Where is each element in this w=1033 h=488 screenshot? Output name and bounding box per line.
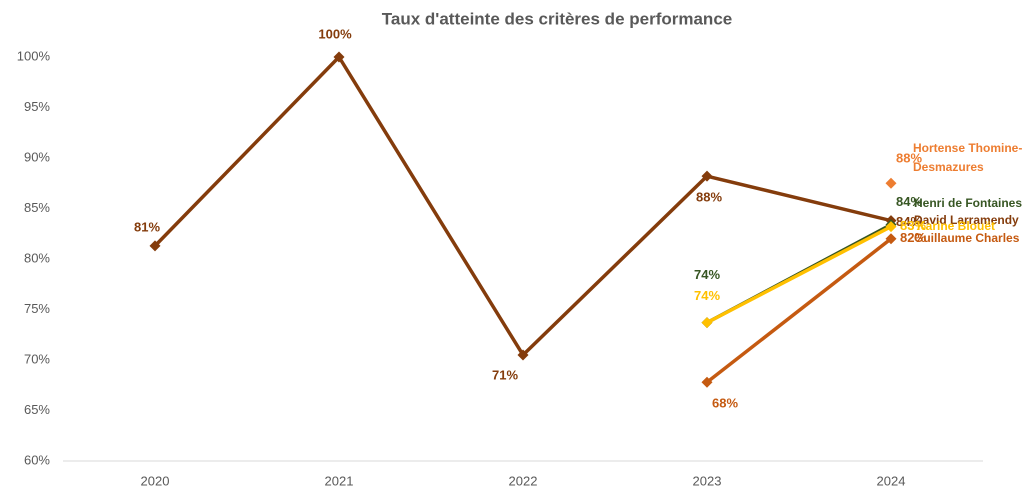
y-tick-label: 70% bbox=[24, 351, 50, 366]
x-tick-label: 2024 bbox=[877, 473, 906, 488]
y-tick-label: 90% bbox=[24, 149, 50, 164]
series-name-label: Guillaume Charles bbox=[914, 231, 1020, 245]
series-name-label: Hortense Thomine-Desmazures bbox=[913, 141, 1023, 174]
data-point bbox=[885, 177, 897, 189]
data-label: 100% bbox=[318, 26, 352, 41]
series-name-label: Karine Blouët bbox=[917, 219, 995, 233]
data-label: 88% bbox=[896, 151, 922, 166]
data-point bbox=[149, 240, 161, 252]
series-name-label: David Larramendy bbox=[914, 213, 1019, 227]
data-point bbox=[517, 349, 529, 361]
y-tick-label: 95% bbox=[24, 99, 50, 114]
data-label: 84% bbox=[896, 194, 922, 209]
y-tick-label: 80% bbox=[24, 250, 50, 265]
data-point bbox=[333, 51, 345, 63]
series-name-label: Henri de Fontaines bbox=[914, 196, 1022, 210]
x-tick-label: 2021 bbox=[325, 473, 354, 488]
data-point bbox=[701, 170, 713, 182]
data-label: 82% bbox=[900, 230, 926, 245]
chart-title: Taux d'atteinte des critères de performa… bbox=[382, 9, 732, 28]
y-tick-label: 100% bbox=[17, 48, 51, 63]
y-tick-label: 75% bbox=[24, 301, 50, 316]
y-tick-label: 65% bbox=[24, 402, 50, 417]
y-tick-label: 85% bbox=[24, 200, 50, 215]
data-label: 88% bbox=[696, 190, 722, 205]
x-tick-label: 2022 bbox=[509, 473, 538, 488]
data-point bbox=[701, 317, 713, 329]
series-line bbox=[705, 237, 893, 384]
data-label: 71% bbox=[492, 367, 518, 382]
data-label: 68% bbox=[712, 396, 738, 411]
data-label: 83% bbox=[900, 218, 926, 233]
y-tick-label: 60% bbox=[24, 452, 50, 467]
x-tick-label: 2020 bbox=[141, 473, 170, 488]
series-line bbox=[706, 225, 892, 325]
data-label: 81% bbox=[134, 219, 160, 234]
data-point bbox=[885, 233, 897, 245]
data-label: 74% bbox=[694, 288, 720, 303]
data-point bbox=[885, 221, 897, 233]
series-line bbox=[153, 55, 892, 357]
x-tick-label: 2023 bbox=[693, 473, 722, 488]
data-label: 74% bbox=[694, 267, 720, 282]
data-label: 84% bbox=[896, 214, 922, 229]
data-point bbox=[701, 376, 713, 388]
